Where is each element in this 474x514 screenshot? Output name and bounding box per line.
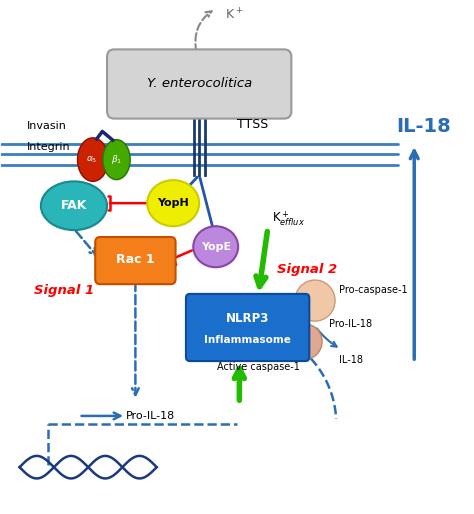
Text: TTSS: TTSS (237, 118, 268, 132)
Text: Y. enterocolitica: Y. enterocolitica (146, 78, 252, 90)
Text: IL-18: IL-18 (396, 117, 451, 136)
Text: Pro-IL-18: Pro-IL-18 (329, 319, 372, 328)
Ellipse shape (295, 280, 335, 321)
FancyBboxPatch shape (95, 237, 175, 284)
FancyBboxPatch shape (186, 294, 310, 361)
Text: YopE: YopE (201, 242, 231, 252)
Text: K$^+_{efflux}$: K$^+_{efflux}$ (273, 209, 306, 228)
Text: Pro-IL-18: Pro-IL-18 (126, 411, 175, 421)
Text: Inflammasome: Inflammasome (204, 336, 291, 345)
Text: Rac 1: Rac 1 (116, 253, 155, 266)
Text: K$^+$: K$^+$ (225, 7, 244, 23)
Text: Integrin: Integrin (27, 142, 70, 152)
Text: YopH: YopH (157, 198, 189, 208)
Text: Signal 1: Signal 1 (34, 284, 94, 297)
Ellipse shape (77, 138, 108, 181)
Ellipse shape (103, 140, 130, 179)
Text: NLRP3: NLRP3 (226, 312, 269, 325)
FancyBboxPatch shape (107, 49, 292, 119)
Text: Invasin: Invasin (27, 121, 66, 131)
Text: $\alpha_5$: $\alpha_5$ (86, 154, 98, 165)
Text: $\beta_1$: $\beta_1$ (111, 153, 122, 166)
Text: Pro-caspase-1: Pro-caspase-1 (338, 285, 407, 296)
Text: Signal 2: Signal 2 (277, 263, 337, 277)
Ellipse shape (41, 181, 107, 230)
Text: IL-18: IL-18 (338, 355, 363, 364)
Ellipse shape (193, 226, 238, 267)
Text: Active caspase-1: Active caspase-1 (217, 362, 300, 372)
Ellipse shape (289, 324, 322, 359)
Ellipse shape (147, 180, 199, 226)
Text: FAK: FAK (61, 199, 87, 212)
